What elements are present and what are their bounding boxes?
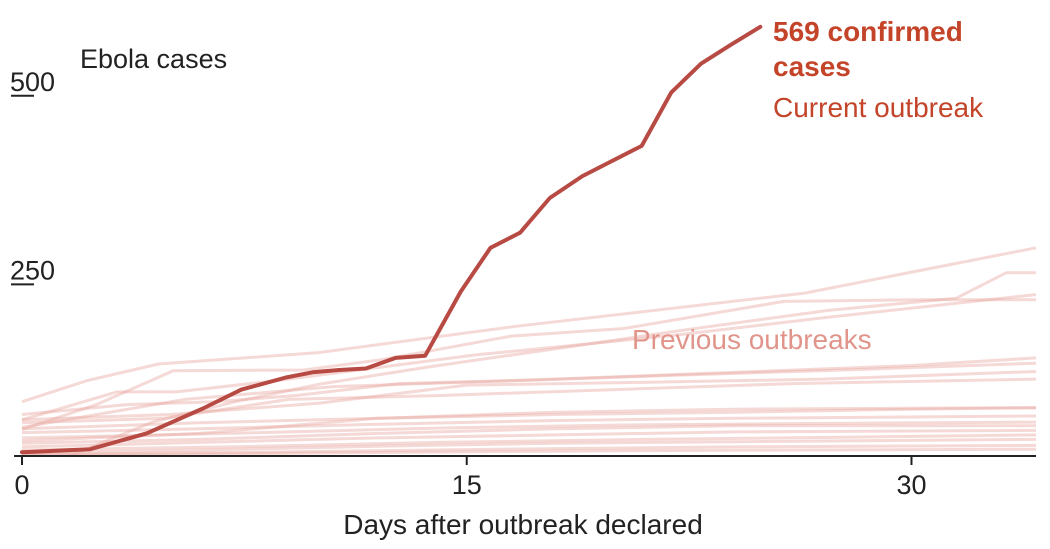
previous-outbreaks-label: Previous outbreaks <box>632 324 872 355</box>
y-tick-label-250: 250 <box>10 255 55 285</box>
x-tick-label-0: 0 <box>14 470 29 500</box>
x-tick-label-30: 30 <box>896 470 926 500</box>
previous-outbreak-line-10 <box>21 406 1037 443</box>
previous-outbreak-line-13 <box>21 424 1036 445</box>
annotations: 569 confirmed cases Current outbreak Pre… <box>80 16 984 540</box>
current-outbreak-path <box>20 24 763 455</box>
previous-outbreak-line-3 <box>68 271 1036 458</box>
previous-outbreak-line-11 <box>21 414 1037 435</box>
previous-outbreak-line-16 <box>21 437 1037 455</box>
previous-outbreaks-lines <box>21 246 1037 458</box>
previous-outbreak-line-1 <box>21 246 1037 404</box>
previous-outbreak-line-18 <box>21 447 1037 457</box>
axes: 0 15 30 250 500 <box>10 67 1036 500</box>
previous-outbreak-line-12 <box>21 420 1037 440</box>
previous-outbreak-line-17 <box>21 443 1037 456</box>
previous-outbreak-line-7 <box>21 370 1037 422</box>
current-outbreak-count-label: 569 confirmed <box>773 16 963 47</box>
y-tick-label-500: 500 <box>10 67 55 97</box>
y-axis-unit-label: Ebola cases <box>80 44 227 74</box>
current-outbreak-line <box>20 24 763 455</box>
x-axis-title: Days after outbreak declared <box>343 509 703 540</box>
x-tick-label-15: 15 <box>452 470 482 500</box>
previous-outbreak-line-2 <box>21 293 1037 422</box>
previous-outbreak-line-4 <box>21 298 1036 432</box>
previous-outbreak-line-6 <box>21 361 1037 429</box>
previous-outbreak-line-14 <box>21 428 1037 449</box>
previous-outbreak-line-15 <box>21 433 1037 452</box>
previous-outbreak-line-9 <box>21 406 1037 431</box>
previous-outbreak-line-8 <box>21 377 1037 425</box>
previous-outbreak-line-5 <box>21 356 1037 416</box>
current-outbreak-count-label-line2: cases <box>773 51 851 82</box>
current-outbreak-label: Current outbreak <box>773 92 984 123</box>
